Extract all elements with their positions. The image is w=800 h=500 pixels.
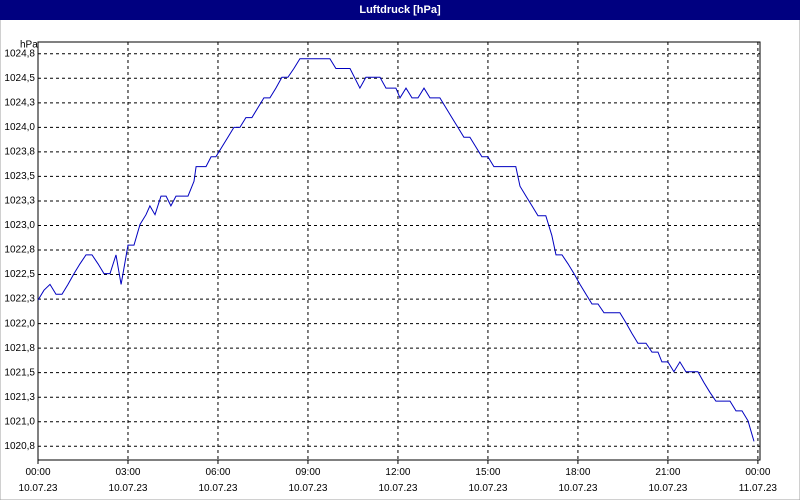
chart-title: Luftdruck [hPa] <box>359 4 441 16</box>
y-tick-label: 1021,5 <box>4 367 35 378</box>
x-tick-label: 18:00 10.07.23 <box>558 467 598 494</box>
plot-frame <box>37 41 761 461</box>
y-tick-label: 1023,0 <box>4 220 35 231</box>
x-tick-label: 21:00 10.07.23 <box>648 467 688 494</box>
title-bar <box>0 0 800 20</box>
x-tick-label: 00:00 10.07.23 <box>18 467 58 494</box>
y-tick-label: 1020,8 <box>4 441 35 452</box>
y-tick-label: 1023,8 <box>4 147 35 158</box>
y-tick-label: 1021,3 <box>4 392 35 403</box>
y-tick-label: 1022,3 <box>4 294 35 305</box>
line <box>37 58 755 442</box>
y-tick-label: 1024,3 <box>4 97 35 108</box>
x-tick-label: 06:00 10.07.23 <box>198 467 238 494</box>
y-tick-label: 1023,3 <box>4 196 35 207</box>
x-tick-label: 12:00 10.07.23 <box>378 467 418 494</box>
y-tick-label: 1022,5 <box>4 269 35 280</box>
y-tick-label: 1023,5 <box>4 171 35 182</box>
x-tick-label: 15:00 10.07.23 <box>468 467 508 494</box>
y-tick-label: 1021,8 <box>4 343 35 354</box>
x-tick-label: 09:00 10.07.23 <box>288 467 328 494</box>
y-tick-label: 1022,8 <box>4 245 35 256</box>
y-tick-label: 1024,5 <box>4 73 35 84</box>
x-tick-label: 03:00 10.07.23 <box>108 467 148 494</box>
y-tick-label: 1021,0 <box>4 416 35 427</box>
y-axis-label: hPa <box>20 40 38 51</box>
y-tick-label: 1024,8 <box>4 48 35 59</box>
y-tick-label: 1024,0 <box>4 122 35 133</box>
x-tick-label: 00:00 11.07.23 <box>738 467 777 494</box>
y-tick-label: 1022,0 <box>4 318 35 329</box>
